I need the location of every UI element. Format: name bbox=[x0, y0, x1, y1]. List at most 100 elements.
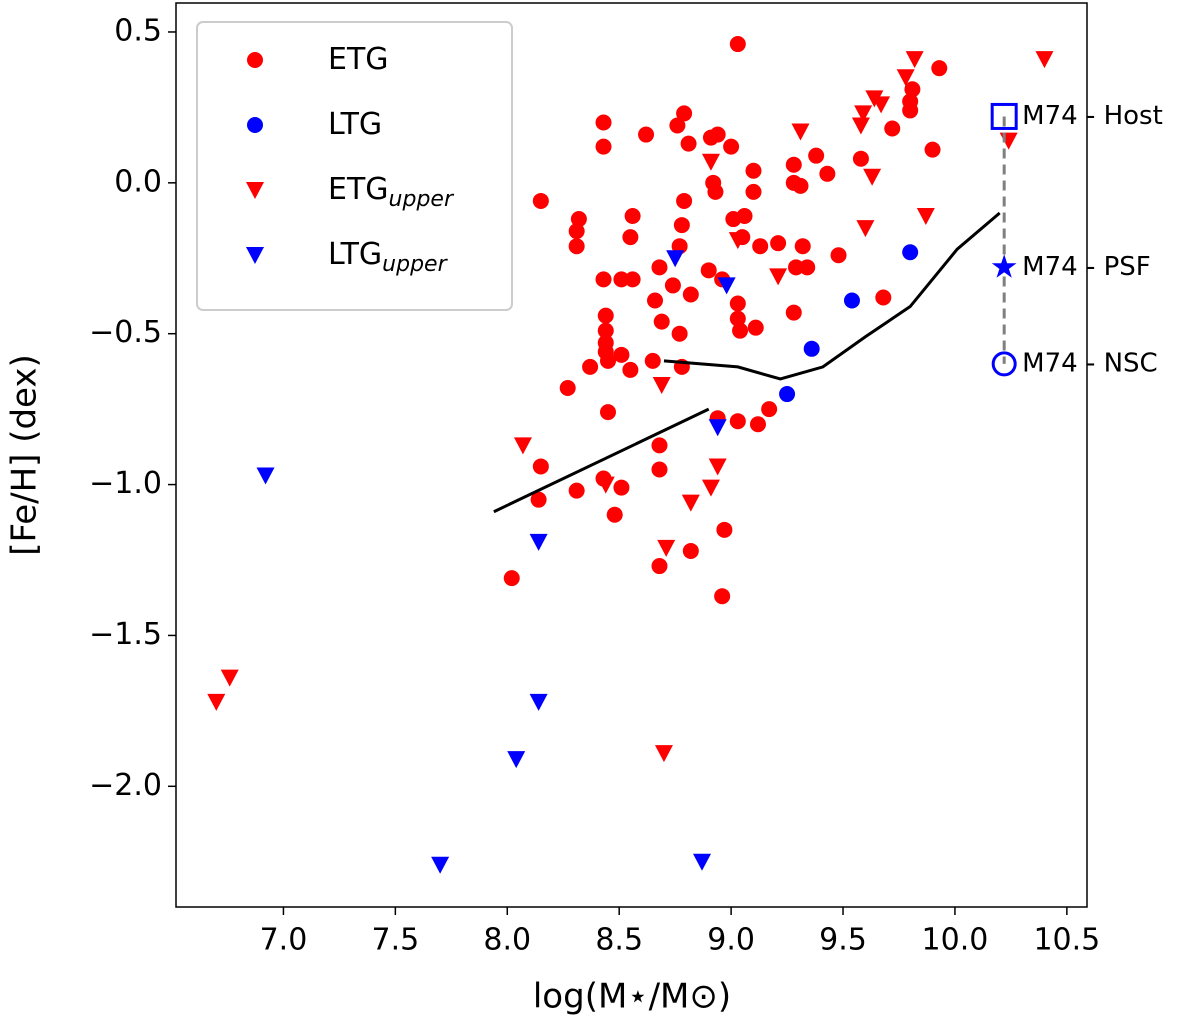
point bbox=[654, 745, 673, 763]
point bbox=[830, 247, 847, 264]
point bbox=[902, 93, 919, 110]
point bbox=[884, 120, 901, 137]
legend-text: LTG bbox=[328, 237, 382, 272]
point bbox=[701, 153, 720, 171]
point bbox=[852, 150, 869, 167]
point bbox=[595, 138, 612, 155]
point bbox=[570, 211, 587, 228]
point bbox=[716, 521, 733, 538]
point bbox=[530, 491, 547, 508]
point bbox=[799, 259, 816, 276]
point bbox=[568, 223, 585, 240]
point bbox=[651, 461, 668, 478]
x-tick-label: 8.5 bbox=[595, 923, 643, 958]
point bbox=[532, 458, 549, 475]
point bbox=[770, 235, 787, 252]
point bbox=[924, 141, 941, 158]
point bbox=[673, 217, 690, 234]
y-tick-label: −0.5 bbox=[89, 315, 162, 350]
point bbox=[747, 319, 764, 336]
point bbox=[644, 352, 661, 369]
point bbox=[709, 126, 726, 143]
point bbox=[701, 479, 720, 497]
point-label: M74 - NSC bbox=[1022, 348, 1158, 378]
point bbox=[863, 168, 882, 186]
point bbox=[752, 238, 769, 255]
point bbox=[653, 313, 670, 330]
point bbox=[671, 238, 688, 255]
point bbox=[717, 277, 736, 295]
point bbox=[595, 114, 612, 131]
point bbox=[723, 138, 740, 155]
legend-marker bbox=[246, 182, 264, 199]
point bbox=[991, 351, 1017, 377]
point bbox=[256, 467, 275, 485]
legend-label: LTGupper bbox=[328, 237, 449, 278]
point bbox=[693, 853, 712, 871]
point bbox=[651, 558, 668, 575]
point bbox=[613, 479, 630, 496]
point bbox=[745, 183, 762, 200]
point bbox=[761, 401, 778, 418]
point bbox=[905, 51, 924, 69]
point bbox=[657, 539, 676, 557]
point bbox=[732, 322, 749, 339]
y-tick-label: −1.0 bbox=[89, 466, 162, 501]
point bbox=[664, 277, 681, 294]
y-tick-label: −1.5 bbox=[89, 617, 162, 652]
point bbox=[792, 177, 809, 194]
x-axis-label: log(M⋆/M⊙) bbox=[533, 977, 731, 1017]
point bbox=[503, 570, 520, 587]
point bbox=[676, 105, 693, 122]
y-tick-label: −2.0 bbox=[89, 768, 162, 803]
point bbox=[803, 340, 820, 357]
point bbox=[671, 325, 688, 342]
point bbox=[431, 856, 450, 874]
point bbox=[606, 506, 623, 523]
point bbox=[785, 156, 802, 173]
x-tick-label: 8.0 bbox=[483, 923, 531, 958]
x-tick-label: 10.5 bbox=[1033, 923, 1100, 958]
point bbox=[991, 254, 1017, 278]
point bbox=[529, 693, 548, 711]
point bbox=[599, 404, 616, 421]
point bbox=[728, 232, 747, 250]
point bbox=[843, 292, 860, 309]
trend-line bbox=[663, 211, 1001, 381]
point bbox=[624, 208, 641, 225]
point bbox=[902, 244, 919, 261]
point bbox=[559, 380, 576, 397]
legend-subscript: upper bbox=[382, 252, 448, 277]
point-label: M74 - Host bbox=[1022, 101, 1163, 131]
legend-text: ETG bbox=[328, 172, 389, 207]
point bbox=[819, 165, 836, 182]
point bbox=[999, 132, 1018, 150]
point bbox=[599, 352, 616, 369]
x-tick-label: 7.5 bbox=[371, 923, 419, 958]
point bbox=[707, 183, 724, 200]
point bbox=[597, 307, 614, 324]
point bbox=[582, 358, 599, 375]
x-tick-label: 10.0 bbox=[922, 923, 989, 958]
x-tick-label: 9.5 bbox=[819, 923, 867, 958]
point bbox=[651, 259, 668, 276]
point bbox=[708, 458, 727, 476]
trend-line bbox=[493, 407, 710, 514]
x-tick-label: 9.0 bbox=[707, 923, 755, 958]
point bbox=[624, 271, 641, 288]
point bbox=[714, 588, 731, 605]
point bbox=[872, 96, 891, 114]
x-tick-label: 7.0 bbox=[260, 923, 308, 958]
point bbox=[647, 292, 664, 309]
point bbox=[507, 751, 526, 769]
point bbox=[207, 693, 226, 711]
point bbox=[613, 271, 630, 288]
point bbox=[788, 259, 805, 276]
y-tick-label: 0.0 bbox=[114, 164, 162, 199]
point bbox=[745, 162, 762, 179]
legend-marker bbox=[247, 117, 263, 133]
point bbox=[597, 322, 614, 339]
point bbox=[990, 102, 1018, 130]
legend-text: ETG bbox=[328, 42, 389, 77]
legend-marker bbox=[246, 247, 264, 264]
